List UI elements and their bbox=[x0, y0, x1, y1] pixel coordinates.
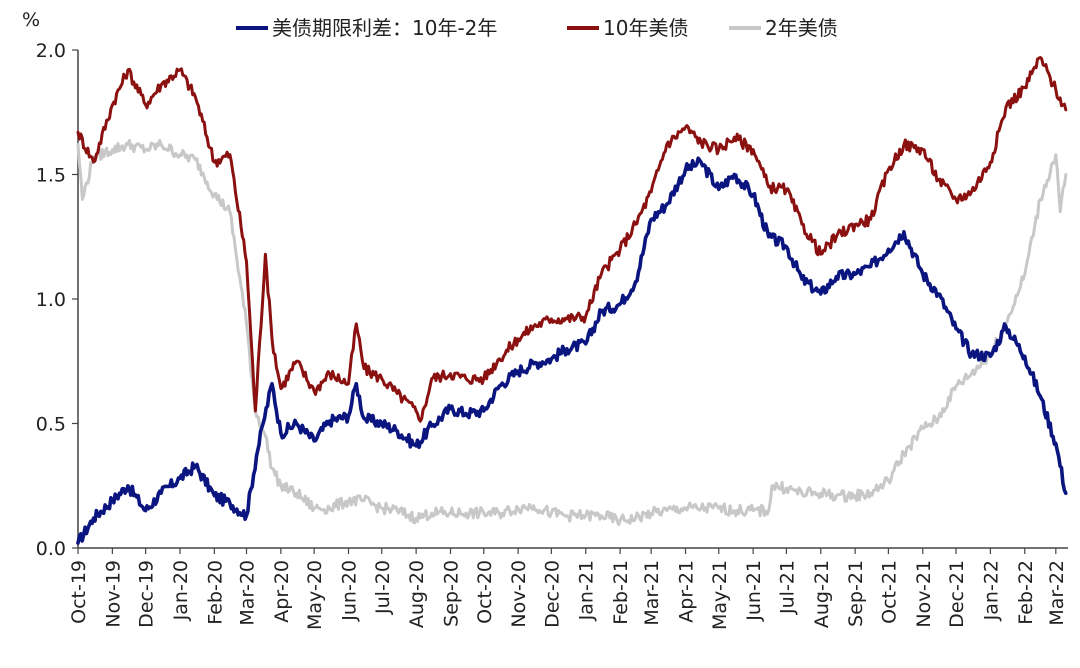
y-tick-label: 1.0 bbox=[36, 289, 66, 311]
x-tick-label: Mar-20 bbox=[237, 560, 259, 626]
x-tick-label: Dec-21 bbox=[946, 560, 968, 628]
y-unit-label: % bbox=[22, 9, 40, 31]
x-tick-label: Jan-21 bbox=[576, 560, 598, 621]
x-tick-label: Apr-21 bbox=[676, 560, 698, 623]
legend-label: 10年美债 bbox=[603, 16, 688, 40]
legend-label: 2年美债 bbox=[765, 16, 838, 40]
x-tick-label: Jan-20 bbox=[170, 560, 192, 621]
legend-label: 美债期限利差：10年-2年 bbox=[272, 16, 497, 40]
x-tick-label: May-21 bbox=[709, 560, 731, 630]
x-tick-label: Aug-20 bbox=[406, 560, 428, 628]
x-tick-label: Sep-20 bbox=[440, 560, 462, 627]
x-tick-label: Jun-21 bbox=[743, 560, 765, 622]
x-tick-label: Mar-21 bbox=[641, 560, 663, 626]
x-tick-label: Feb-20 bbox=[204, 560, 226, 625]
y-tick-label: 2.0 bbox=[36, 40, 66, 62]
x-tick-label: Nov-20 bbox=[508, 560, 530, 628]
x-tick-label: Oct-20 bbox=[474, 560, 496, 624]
y-axis: 0.0 0.5 1.0 1.5 2.0 bbox=[36, 40, 79, 560]
x-tick-label: Jul-20 bbox=[372, 560, 394, 615]
x-tick-label: Apr-20 bbox=[271, 560, 293, 623]
x-axis: Oct-19 Nov-19 Dec-19 Jan-20 Feb-20 Mar-20 Apr-… bbox=[68, 547, 1068, 630]
x-tick-label: Aug-21 bbox=[811, 560, 833, 628]
x-tick-label: Oct-21 bbox=[878, 560, 900, 624]
x-tick-label: Jan-22 bbox=[980, 560, 1002, 621]
series-line-1 bbox=[76, 56, 1068, 423]
x-tick-label: Jul-21 bbox=[776, 560, 798, 615]
y-tick-label: 1.5 bbox=[36, 165, 66, 187]
legend: 美债期限利差：10年-2年 10年美债 2年美债 bbox=[236, 16, 838, 40]
x-tick-label: Sep-21 bbox=[845, 560, 867, 627]
series-line-2 bbox=[76, 138, 1068, 527]
series-line-0 bbox=[76, 156, 1068, 545]
x-tick-label: Nov-21 bbox=[913, 560, 935, 628]
x-tick-label: Oct-19 bbox=[68, 560, 90, 624]
x-tick-label: Dec-20 bbox=[541, 560, 563, 628]
x-tick-label: Mar-22 bbox=[1046, 560, 1068, 626]
x-tick-label: Feb-22 bbox=[1015, 560, 1037, 625]
plot-series bbox=[76, 56, 1068, 545]
y-tick-label: 0.5 bbox=[36, 414, 66, 436]
x-tick-label: Dec-19 bbox=[136, 560, 158, 628]
x-tick-label: May-20 bbox=[304, 560, 326, 630]
x-tick-label: Jun-20 bbox=[339, 560, 361, 622]
y-tick-label: 0.0 bbox=[36, 538, 66, 560]
x-tick-label: Nov-19 bbox=[102, 560, 124, 628]
x-tick-label: Feb-21 bbox=[610, 560, 632, 625]
